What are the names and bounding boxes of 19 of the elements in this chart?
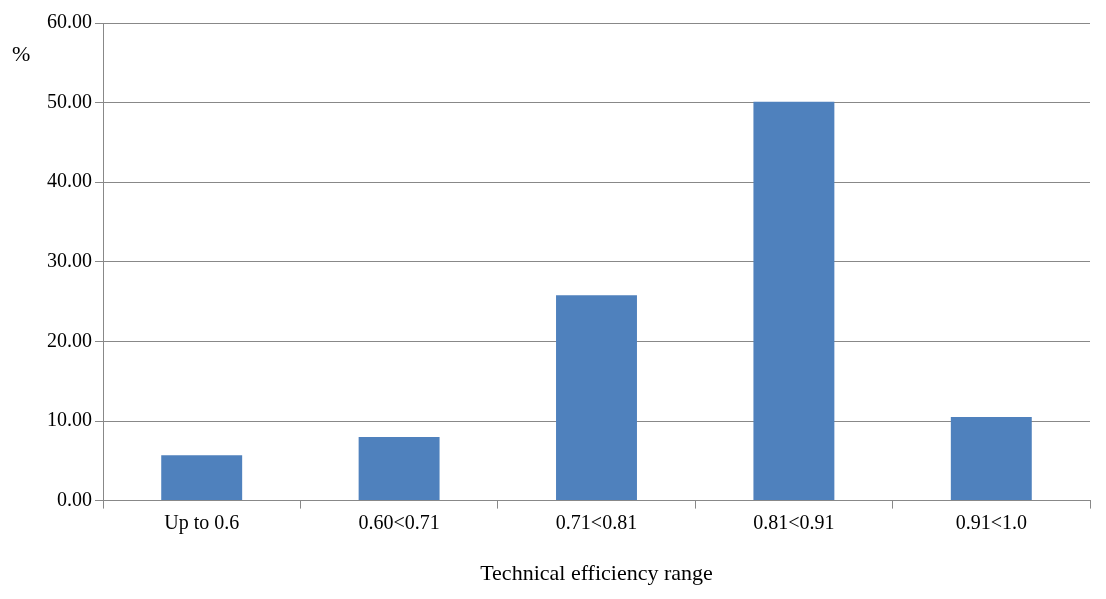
y-tick-label: 60.00 — [47, 10, 92, 33]
y-tick-label: 30.00 — [47, 249, 92, 272]
x-tick-label: 0.81<0.91 — [753, 510, 835, 533]
y-tick-label: 0.00 — [57, 487, 92, 510]
x-tick-label: 0.71<0.81 — [555, 510, 638, 533]
y-tick-label: 10.00 — [47, 408, 92, 431]
y-axis-title: % — [12, 40, 31, 66]
y-tick-label: 40.00 — [47, 169, 92, 192]
bar — [358, 436, 440, 501]
y-tick-label: 20.00 — [47, 328, 92, 351]
bar — [161, 455, 243, 501]
bar — [950, 417, 1032, 501]
x-tick-label: 0.91<1.0 — [955, 510, 1027, 533]
x-axis-title: Technical efficiency range — [480, 559, 713, 585]
y-tick-label: 50.00 — [47, 89, 92, 112]
bar — [753, 101, 835, 501]
bar — [556, 295, 637, 501]
x-tick-label: 0.60<0.71 — [358, 510, 440, 533]
x-tick-label: Up to 0.6 — [164, 510, 240, 534]
